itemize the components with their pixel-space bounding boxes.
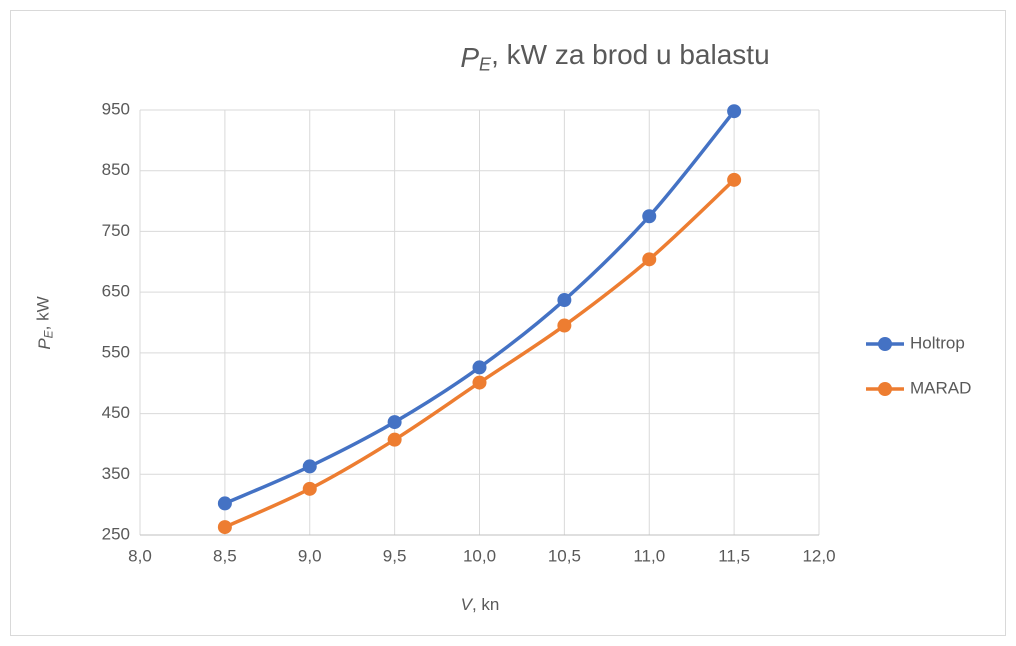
x-tick-label: 8,5	[213, 546, 237, 565]
data-point	[642, 209, 657, 224]
chart-title: PE, kW za brod u balastu	[460, 39, 769, 74]
x-tick-label: 9,5	[383, 546, 407, 565]
y-tick-label: 550	[102, 342, 130, 361]
x-tick-label: 10,0	[463, 546, 496, 565]
data-point	[302, 459, 317, 474]
data-point	[727, 172, 742, 187]
data-point	[727, 104, 742, 119]
x-tick-label: 12,0	[802, 546, 835, 565]
y-tick-label: 750	[102, 221, 130, 240]
x-tick-label: 11,5	[718, 546, 750, 565]
data-point	[387, 432, 402, 447]
y-tick-label: 450	[102, 403, 130, 422]
x-tick-label: 11,0	[633, 546, 665, 565]
chart-border	[10, 10, 1006, 636]
x-axis-label: V, kn	[461, 595, 500, 614]
y-tick-label: 850	[102, 160, 130, 179]
y-tick-label: 650	[102, 282, 130, 301]
data-point	[557, 293, 572, 308]
legend-marker	[878, 382, 892, 396]
x-tick-label: 9,0	[298, 546, 322, 565]
y-tick-label: 950	[102, 99, 130, 118]
legend-label: Holtrop	[910, 333, 965, 352]
data-point	[557, 318, 572, 333]
legend-marker	[878, 337, 892, 351]
data-point	[472, 375, 487, 390]
y-axis-label: PE, kW	[34, 296, 56, 349]
data-point	[472, 360, 487, 375]
data-point	[217, 520, 232, 535]
y-tick-label: 350	[102, 464, 130, 483]
data-point	[302, 481, 317, 496]
y-tick-label: 250	[102, 524, 130, 543]
x-tick-label: 10,5	[548, 546, 581, 565]
data-point	[642, 252, 657, 267]
data-point	[217, 496, 232, 511]
x-tick-label: 8,0	[128, 546, 152, 565]
legend-label: MARAD	[910, 378, 971, 397]
data-point	[387, 415, 402, 430]
